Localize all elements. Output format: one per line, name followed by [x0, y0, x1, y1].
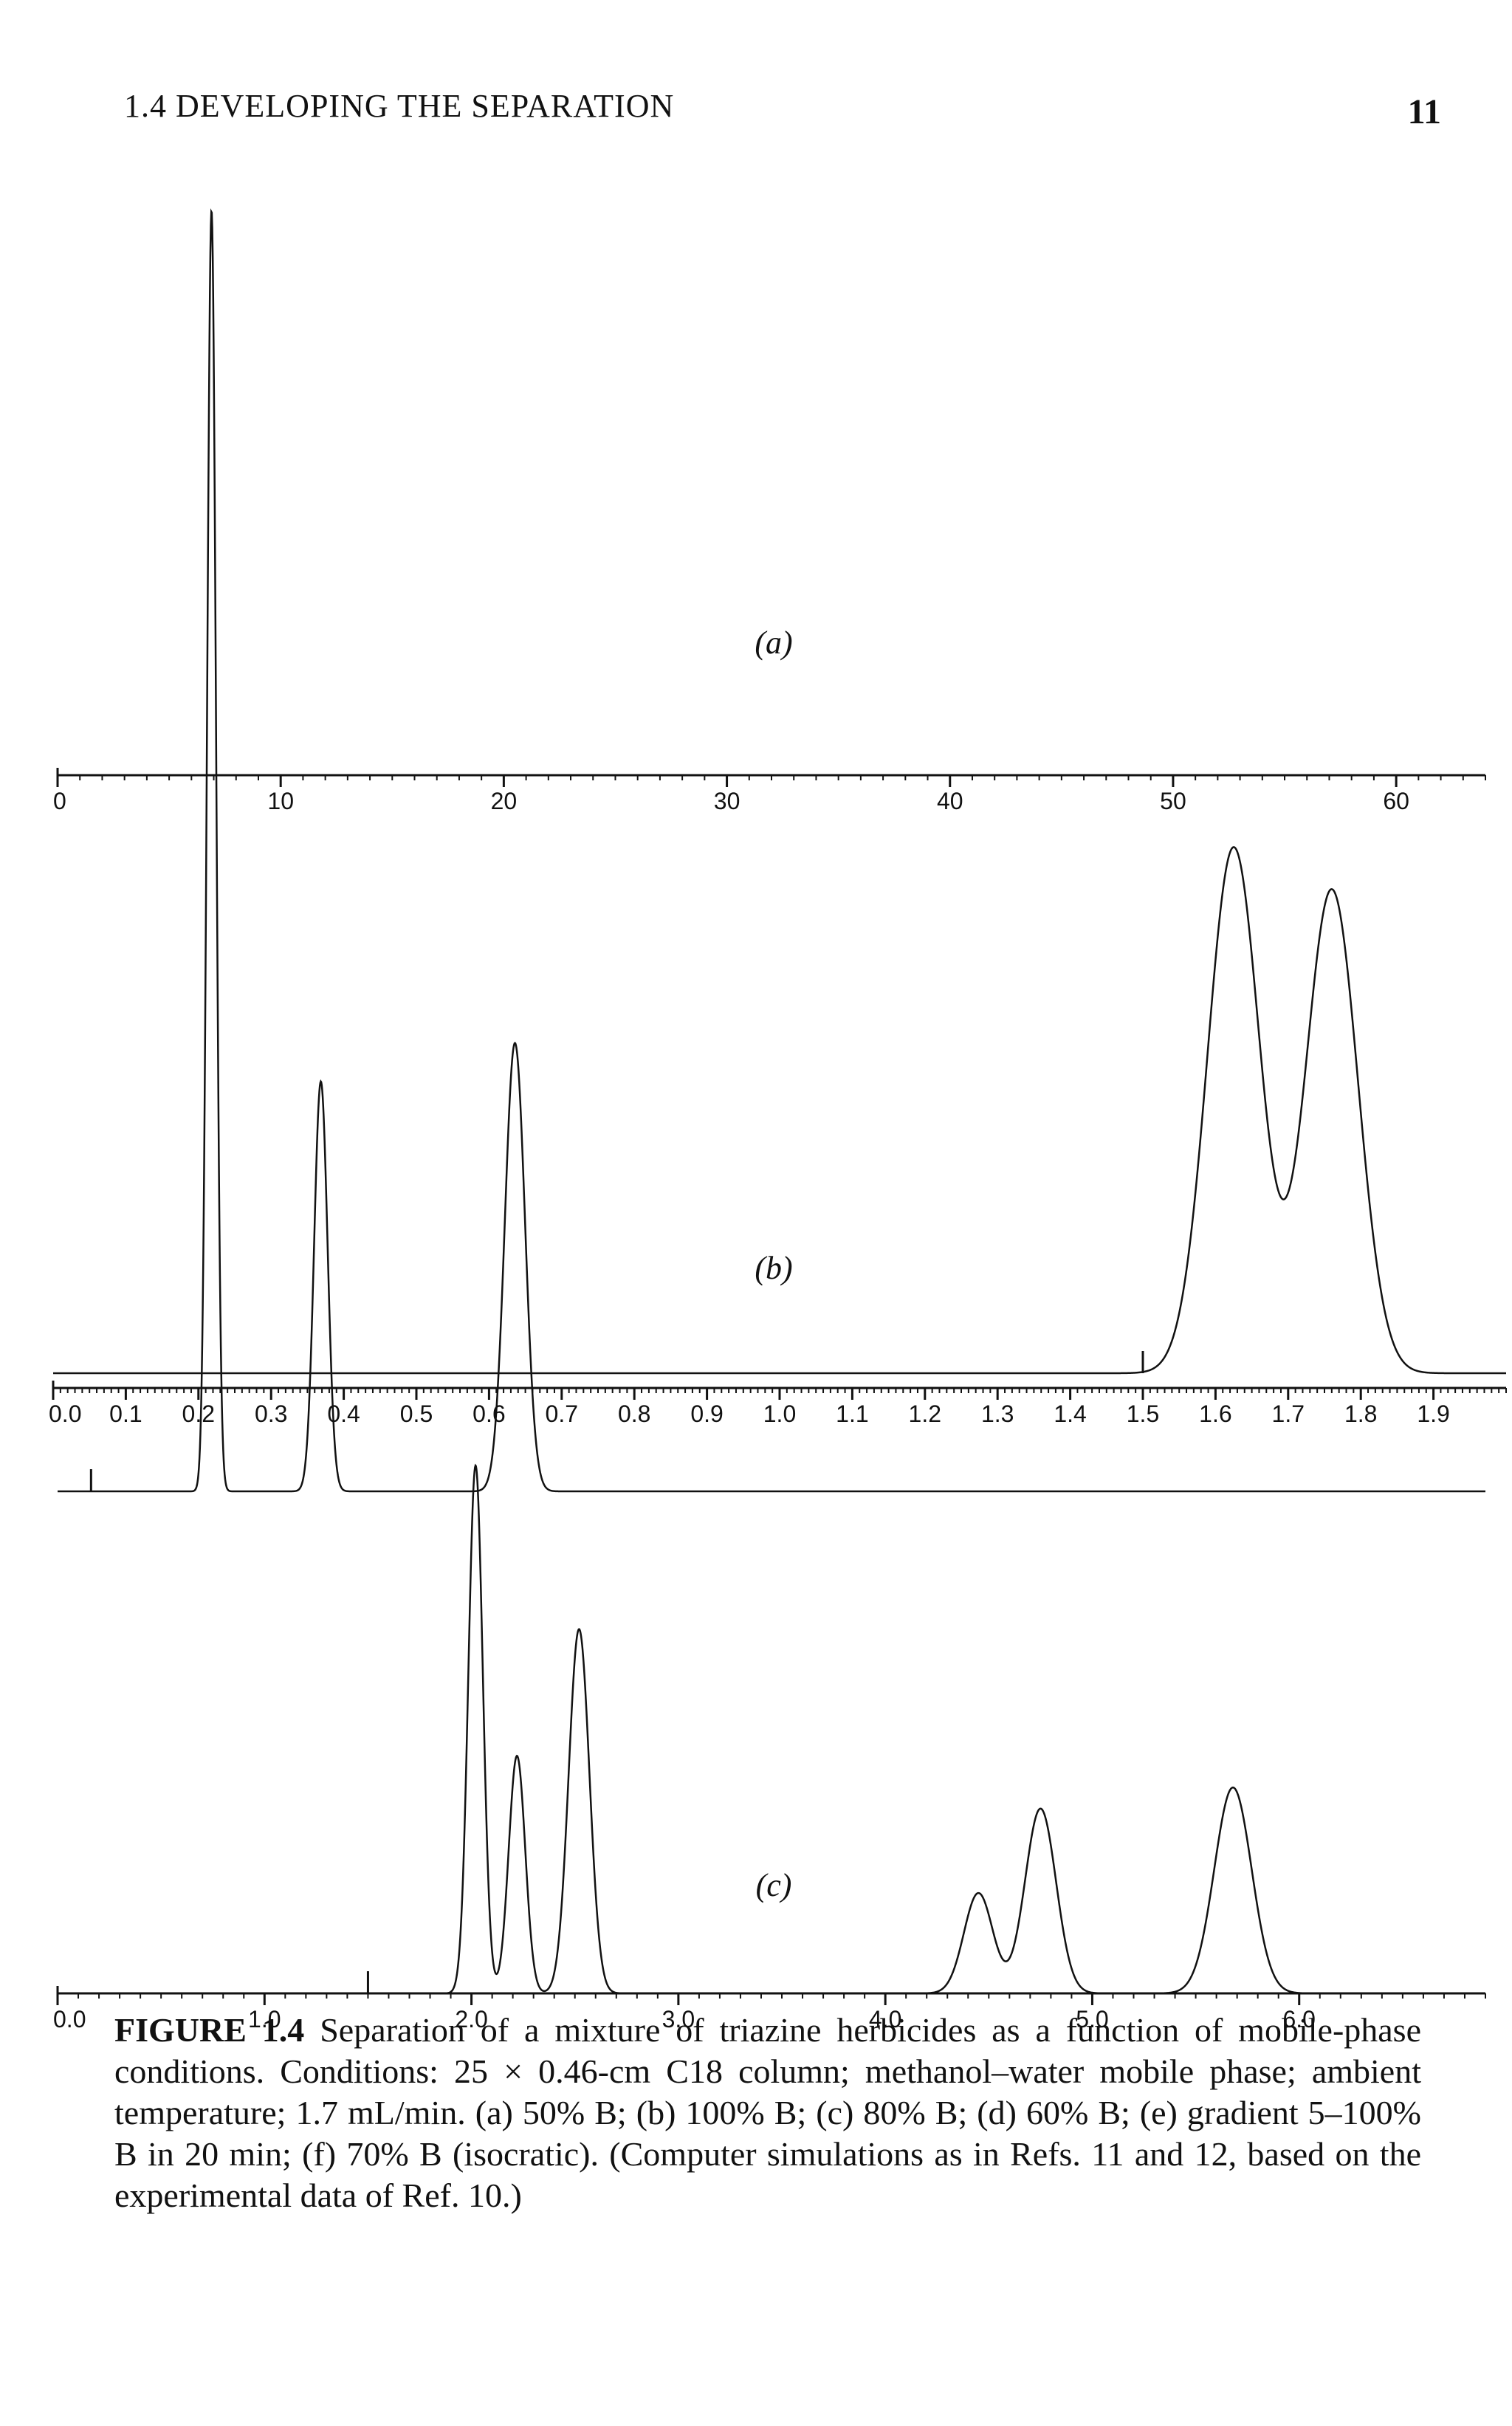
- x-tick-label: 1.4: [1054, 1401, 1086, 1427]
- x-tick-label: 1.8: [1344, 1401, 1377, 1427]
- x-tick-label: 0.8: [618, 1401, 650, 1427]
- panel-label: (b): [755, 1250, 792, 1286]
- x-tick-label: 0.0: [53, 2006, 86, 2032]
- x-tick-label: 50: [1160, 788, 1186, 814]
- x-tick-label: 0.5: [400, 1401, 433, 1427]
- panel-label: (a): [755, 625, 792, 661]
- x-tick-label: 0.3: [255, 1401, 287, 1427]
- figure-label: FIGURE 1.4: [114, 2011, 305, 2049]
- panel-label: (c): [756, 1867, 792, 1903]
- page-number: 11: [1407, 92, 1441, 131]
- x-tick-label: 1.7: [1272, 1401, 1305, 1427]
- x-tick-label: 1.9: [1417, 1401, 1449, 1427]
- chromatogram-b: 0.0 0.1 0.2 0.3 0.4 0.5 0.6 0.7 0.8 0.9 1.0 1.1 1.2 1…: [49, 846, 1507, 1427]
- x-tick-label: 1.0: [763, 1401, 796, 1427]
- figure-caption: FIGURE 1.4 Separation of a mixture of tr…: [114, 2010, 1421, 2216]
- chromatogram-trace: [53, 846, 1506, 1375]
- x-tick-label: 1.1: [836, 1401, 868, 1427]
- x-tick-label: 30: [714, 788, 740, 814]
- x-tick-label: 20: [491, 788, 518, 814]
- x-tick-label: 4.0: [869, 2006, 901, 2032]
- caption-text: Separation of a mixture of triazine herb…: [114, 2011, 1421, 2214]
- running-head: 1.4 DEVELOPING THE SEPARATION: [124, 88, 675, 124]
- x-tick-label: 0.2: [182, 1401, 215, 1427]
- x-tick-label: 0.6: [472, 1401, 505, 1427]
- x-tick-label: 5.0: [1076, 2006, 1108, 2032]
- x-tick-label: 2.0: [455, 2006, 487, 2032]
- x-tick-label: 1.0: [248, 2006, 281, 2032]
- x-tick-label: 0.9: [690, 1401, 723, 1427]
- x-tick-label: 0.1: [109, 1401, 142, 1427]
- x-tick-label: 1.3: [981, 1401, 1014, 1427]
- x-tick-label: 0.0: [49, 1401, 81, 1427]
- x-tick-label: 1.5: [1127, 1401, 1159, 1427]
- x-tick-label: 6.0: [1282, 2006, 1315, 2032]
- x-tick-label: 40: [937, 788, 963, 814]
- x-tick-label: 1.2: [909, 1401, 941, 1427]
- x-tick-label: 10: [267, 788, 294, 814]
- chromatogram-trace: [58, 208, 1485, 1493]
- x-tick-label: 60: [1383, 788, 1409, 814]
- x-tick-label: 1.6: [1199, 1401, 1231, 1427]
- x-tick-label: 0: [53, 788, 66, 814]
- chromatogram-a: 0 10 20 30 40 50 60 (a): [53, 208, 1486, 1493]
- chromatogram-trace: [58, 1463, 1485, 1995]
- x-tick-label: 0.7: [546, 1401, 578, 1427]
- chromatogram-c: 0.0 1.0 2.0 3.0 4.0 5.0 6.0 (c): [53, 1463, 1486, 2032]
- x-tick-label: 3.0: [662, 2006, 695, 2032]
- x-tick-label: 0.4: [327, 1401, 360, 1427]
